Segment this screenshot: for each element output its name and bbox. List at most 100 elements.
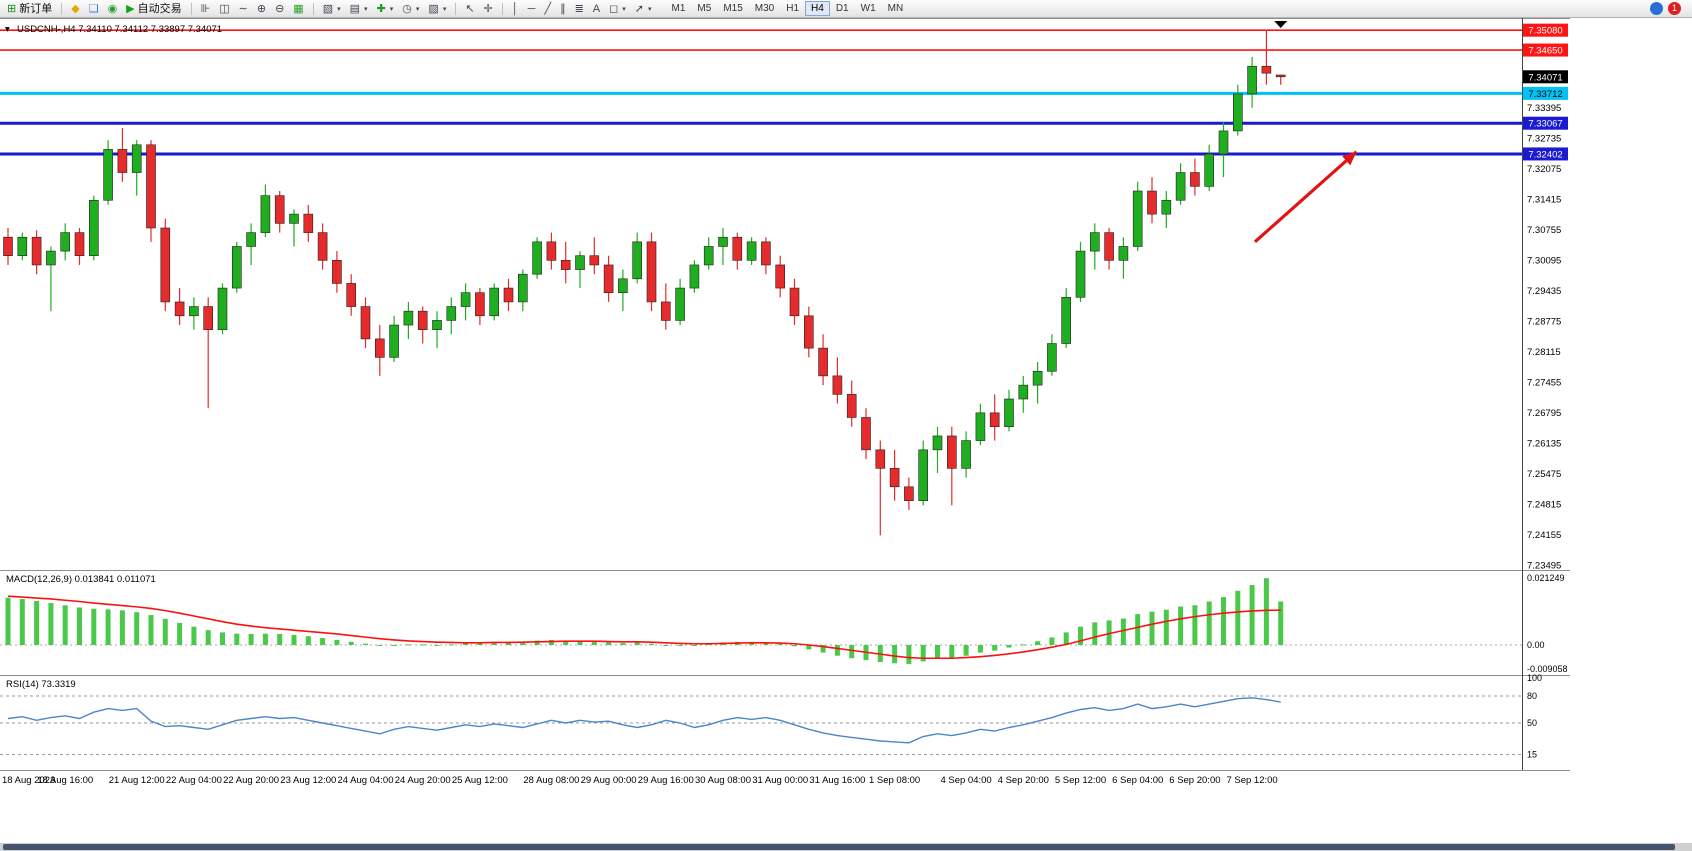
notifications-button[interactable]: 1	[1668, 2, 1681, 15]
timeframe-mn-button[interactable]: MN	[882, 1, 910, 16]
candle	[217, 287, 228, 330]
crosshair-icon: ✛	[483, 2, 493, 15]
candle	[1018, 384, 1029, 400]
svg-text:7.26135: 7.26135	[1527, 439, 1561, 450]
templates-caret-icon: ▾	[442, 5, 447, 13]
shapes-tool-button[interactable]: ◻ ▾	[605, 1, 630, 17]
chart-collapse-icon[interactable]: ▾	[5, 24, 10, 35]
candle	[475, 292, 485, 317]
svg-text:7.24155: 7.24155	[1527, 530, 1561, 541]
timeframe-m30-button[interactable]: M30	[749, 1, 780, 16]
svg-text:0.021249: 0.021249	[1527, 573, 1565, 583]
svg-text:100: 100	[1527, 673, 1542, 683]
candle	[417, 310, 428, 330]
shapes-tool-icon: ◻	[609, 2, 619, 15]
fibonacci-tool-button[interactable]: ≣	[571, 1, 588, 17]
svg-text:7.32735: 7.32735	[1527, 134, 1561, 145]
rsi-panel: 100 80 50 15	[0, 673, 1542, 760]
timeframe-d1-button[interactable]: D1	[830, 1, 855, 16]
candle	[789, 287, 800, 317]
new-chart-button[interactable]: ▧ ▾	[319, 1, 345, 17]
timeframe-h1-button[interactable]: H1	[780, 1, 805, 16]
candle	[317, 232, 328, 261]
indicators-button[interactable]: ✚ ▾	[373, 1, 398, 17]
channel-tool-button[interactable]: ∥	[556, 1, 570, 17]
arrows-tool-button[interactable]: ➚ ▾	[631, 1, 656, 17]
mql5-community-button[interactable]: ◆	[67, 1, 83, 17]
candlestick-series	[3, 30, 1286, 536]
timeframe-m15-button[interactable]: M15	[717, 1, 748, 16]
zoom-in-button[interactable]: ⊕	[253, 1, 270, 17]
candlestick-mode-button[interactable]: ◫	[215, 1, 233, 17]
cursor-button[interactable]: ↖	[461, 1, 478, 17]
candle	[260, 195, 271, 233]
auto-trading-button[interactable]: ▶ 自动交易	[122, 1, 185, 17]
chart-panel-borders	[0, 18, 1570, 771]
profiles-button[interactable]: ▤ ▾	[346, 1, 372, 17]
candle	[532, 241, 542, 275]
time-axis-label: 22 Aug 20:00	[223, 775, 279, 786]
zoom-in-icon: ⊕	[256, 2, 267, 15]
text-tool-button[interactable]: A	[589, 1, 604, 17]
candle	[203, 306, 213, 330]
crosshair-button[interactable]: ✛	[480, 1, 497, 17]
horizontal-line-tool-button[interactable]: ─	[524, 1, 540, 17]
horizontal-scrollbar-thumb[interactable]	[3, 844, 1675, 850]
candlestick-mode-icon: ◫	[219, 2, 230, 15]
vertical-line-tool-icon: │	[511, 2, 519, 15]
toolbar-separator	[312, 2, 314, 15]
svg-text:7.29435: 7.29435	[1527, 286, 1561, 297]
new-order-button[interactable]: ⊞ 新订单	[3, 1, 56, 17]
vertical-line-tool-button[interactable]: │	[508, 1, 523, 17]
chart-shift-marker[interactable]	[1274, 21, 1288, 28]
toolbar-separator	[61, 2, 63, 15]
search-button[interactable]	[1650, 2, 1663, 15]
time-axis-label: 31 Aug 16:00	[809, 775, 865, 786]
chart-window[interactable]: 7.33395 7.32735 7.32075 7.31415 7.30755 7.300…	[0, 18, 1570, 790]
price-chart-canvas[interactable]: 7.33395 7.32735 7.32075 7.31415 7.30755 7.300…	[0, 18, 1570, 790]
line-chart-mode-icon: ∼	[238, 2, 248, 15]
main-toolbar: ⊞ 新订单 ◆ ❑ ◉ ▶ 自动交易 ⊪ ◫ ∼ ⊕ ⊖ ▦ ▧ ▾ ▤ ▾ ✚ ▾ ◷ ▾ ▨ ▾ ↖ ✛ │ ─ ╱ ∥ ≣ A ◻ ▾ ➚ ▾…	[0, 0, 1692, 18]
horizontal-scrollbar[interactable]	[0, 843, 1692, 851]
candle	[560, 260, 571, 270]
bars-chart-mode-button[interactable]: ⊪	[197, 1, 215, 17]
trendline-tool-button[interactable]: ╱	[540, 1, 555, 17]
chat-button[interactable]: ❑	[85, 1, 103, 17]
templates-icon: ▨	[428, 2, 439, 15]
svg-text:7.30755: 7.30755	[1527, 225, 1561, 236]
svg-text:7.26795: 7.26795	[1527, 408, 1561, 419]
shapes-tool-caret-icon: ▾	[622, 5, 626, 13]
refresh-button[interactable]: ◉	[104, 1, 122, 17]
candle	[346, 283, 357, 307]
periods-icon: ◷	[402, 2, 412, 15]
periods-button[interactable]: ◷ ▾	[398, 1, 423, 17]
candle	[775, 264, 786, 289]
candle	[1247, 65, 1257, 95]
trend-arrow-annotation[interactable]	[1253, 150, 1358, 244]
candle	[632, 241, 643, 280]
candle	[575, 255, 585, 270]
candle	[289, 213, 299, 224]
tile-windows-button[interactable]: ▦	[289, 1, 307, 17]
zoom-out-button[interactable]: ⊖	[271, 1, 288, 17]
candle	[89, 199, 99, 257]
macd-panel: 0.021249 0.00 -0.009058	[0, 573, 1568, 674]
templates-button[interactable]: ▨ ▾	[424, 1, 450, 17]
candle	[832, 375, 843, 395]
timeframe-m5-button[interactable]: M5	[691, 1, 717, 16]
timeframe-w1-button[interactable]: W1	[855, 1, 882, 16]
indicators-icon: ✚	[376, 2, 386, 15]
timeframe-h4-button[interactable]: H4	[805, 1, 830, 16]
time-axis-label: 1 Sep 08:00	[869, 775, 920, 786]
svg-text:7.25475: 7.25475	[1527, 469, 1561, 480]
horizontal-price-lines[interactable]: 7.35080 7.34650 7.34071 7.33712 7.33067 7.324…	[0, 23, 1568, 161]
time-axis-label: 29 Aug 16:00	[638, 775, 694, 786]
time-axis-label: 4 Sep 04:00	[940, 775, 991, 786]
candle	[189, 306, 199, 317]
price-scale[interactable]: 7.33395 7.32735 7.32075 7.31415 7.30755 7.300…	[1527, 103, 1561, 572]
line-chart-mode-button[interactable]: ∼	[235, 1, 252, 17]
timeframe-m1-button[interactable]: M1	[666, 1, 692, 16]
candle	[374, 338, 385, 358]
candle	[946, 435, 957, 469]
